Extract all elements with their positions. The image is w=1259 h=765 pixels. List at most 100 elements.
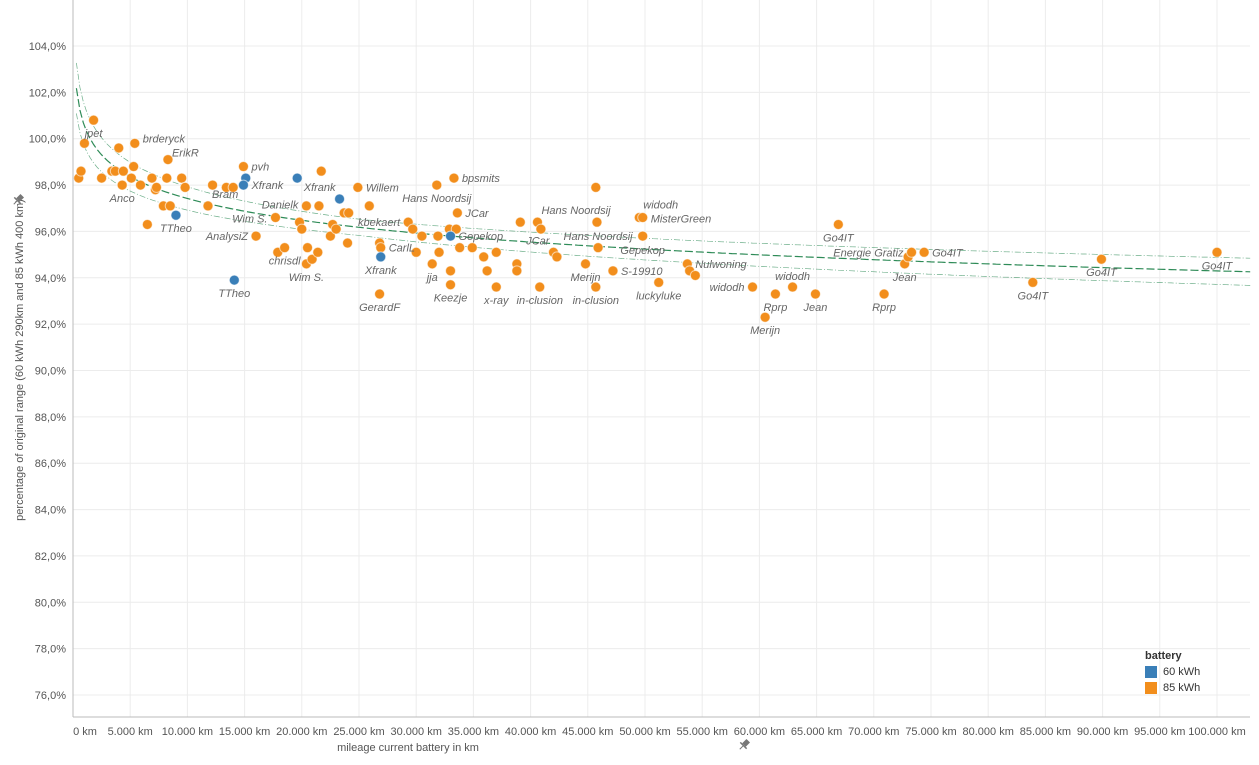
data-point-60kwh — [237, 179, 249, 191]
point-label: Jean — [892, 272, 917, 284]
x-tick-label: 35.000 km — [448, 726, 499, 738]
data-point-85kwh — [769, 288, 781, 300]
data-point-85kwh — [1095, 253, 1107, 265]
data-point-85kwh — [227, 181, 239, 193]
point-label: Willem — [366, 182, 399, 194]
point-label: Xfrank — [364, 265, 397, 277]
data-point-85kwh — [906, 246, 918, 258]
point-label: Rprp — [763, 302, 787, 314]
data-point-85kwh — [342, 237, 354, 249]
point-label: widodh — [710, 282, 745, 294]
x-tick-label: 85.000 km — [1020, 726, 1071, 738]
data-point-85kwh — [75, 165, 87, 177]
y-tick-label: 102,0% — [29, 87, 67, 99]
data-point-60kwh — [291, 172, 303, 184]
trend-upper-band — [76, 62, 1251, 259]
data-point-85kwh — [179, 181, 191, 193]
y-axis-pin-icon[interactable] — [11, 193, 26, 208]
data-point-85kwh — [747, 281, 759, 293]
point-label: Gepekop — [459, 231, 504, 243]
x-tick-label: 30.000 km — [391, 726, 442, 738]
point-label: JCar — [525, 235, 551, 247]
data-point-85kwh — [451, 207, 463, 219]
point-label: Wim S. — [232, 214, 267, 226]
point-label: GerardF — [359, 302, 401, 314]
x-tick-label: 0 km — [73, 726, 97, 738]
data-point-85kwh — [592, 242, 604, 254]
y-tick-label: 98,0% — [35, 180, 66, 192]
data-point-85kwh — [375, 242, 387, 254]
data-point-85kwh — [202, 200, 214, 212]
y-axis-title: percentage of original range (60 kWh 290… — [14, 199, 26, 521]
data-point-85kwh — [300, 200, 312, 212]
data-point-85kwh — [162, 154, 174, 166]
data-point-85kwh — [343, 207, 355, 219]
data-point-85kwh — [296, 223, 308, 235]
data-point-60kwh — [375, 251, 387, 263]
point-label: Go4IT — [1202, 260, 1234, 272]
x-tick-label: 100.000 km — [1188, 726, 1245, 738]
data-point-85kwh — [511, 265, 523, 277]
data-point-85kwh — [88, 114, 100, 126]
x-axis-title: mileage current battery in km — [337, 742, 479, 754]
data-point-85kwh — [279, 242, 291, 254]
point-label: x-ray — [483, 295, 510, 307]
point-label: Xfrank — [250, 180, 283, 192]
data-point-85kwh — [116, 179, 128, 191]
data-point-85kwh — [78, 137, 90, 149]
data-point-85kwh — [448, 172, 460, 184]
data-point-85kwh — [96, 172, 108, 184]
x-axis-pin-icon[interactable] — [737, 738, 752, 753]
data-point-85kwh — [535, 223, 547, 235]
legend-swatch — [1145, 682, 1157, 694]
legend-title: battery — [1145, 650, 1182, 662]
data-point-60kwh — [228, 274, 240, 286]
data-point-85kwh — [407, 223, 419, 235]
y-tick-label: 88,0% — [35, 412, 66, 424]
y-axis-ticks: 76,0% 78,0% 80,0% 82,0% 84,0% 86,0% 88,0% 90,0%… — [29, 41, 67, 702]
point-label: Xfrank — [303, 182, 336, 194]
data-point-85kwh — [490, 281, 502, 293]
point-label: luckyluke — [636, 290, 681, 302]
data-point-85kwh — [161, 172, 173, 184]
point-label: Hans Noordsij — [541, 205, 611, 217]
data-point-85kwh — [637, 212, 649, 224]
y-tick-label: 92,0% — [35, 319, 66, 331]
point-label: Hans Noordsij — [564, 231, 634, 243]
data-point-85kwh — [454, 242, 466, 254]
x-tick-label: 50.000 km — [619, 726, 670, 738]
x-tick-label: 90.000 km — [1077, 726, 1128, 738]
point-label: Bram — [212, 189, 238, 201]
x-tick-label: 20.000 km — [276, 726, 327, 738]
data-point-85kwh — [591, 216, 603, 228]
x-tick-label: 10.000 km — [162, 726, 213, 738]
data-point-85kwh — [1211, 246, 1223, 258]
point-label: Energie Gratiz — [833, 247, 904, 259]
point-label: jja — [425, 272, 438, 284]
data-point-85kwh — [207, 179, 219, 191]
y-tick-label: 96,0% — [35, 226, 66, 238]
legend-item-85kwh[interactable]: 85 kWh — [1145, 682, 1200, 694]
x-tick-label: 70.000 km — [848, 726, 899, 738]
point-label: pvh — [250, 162, 269, 174]
point-label: Danielk — [262, 200, 299, 212]
point-label: Nulwoning — [695, 259, 747, 271]
data-point-85kwh — [141, 218, 153, 230]
point-label: Go4IT — [1018, 290, 1050, 302]
point-label: Anco — [109, 193, 135, 205]
x-tick-label: 60.000 km — [734, 726, 785, 738]
data-point-85kwh — [410, 246, 422, 258]
point-label: TTheo — [160, 223, 192, 235]
data-point-85kwh — [445, 279, 457, 291]
point-label: kbekaert — [358, 217, 401, 229]
legend-item-60kwh[interactable]: 60 kWh — [1145, 666, 1200, 678]
y-tick-label: 76,0% — [35, 690, 66, 702]
data-point-60kwh — [445, 230, 457, 242]
data-points — [73, 114, 1223, 323]
x-tick-label: 75.000 km — [905, 726, 956, 738]
data-point-85kwh — [125, 172, 137, 184]
data-point-85kwh — [580, 258, 592, 270]
point-label: widodh — [775, 271, 810, 283]
point-label: Merijn — [571, 272, 601, 284]
